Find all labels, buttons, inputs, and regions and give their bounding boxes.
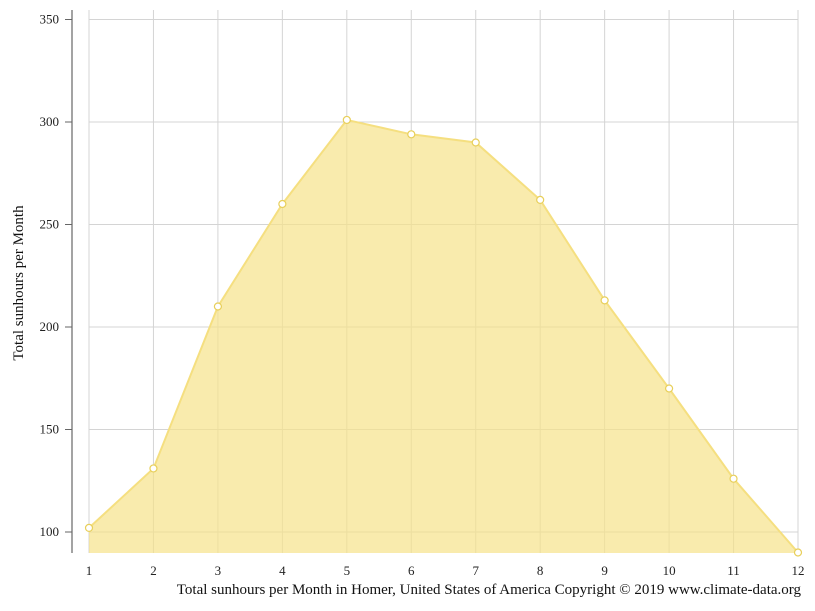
y-tick-label: 150: [40, 422, 60, 437]
y-tick-label: 300: [40, 114, 60, 129]
series-line: [88, 118, 799, 554]
data-point: [793, 548, 803, 557]
data-point: [664, 384, 674, 393]
data-point: [600, 296, 609, 305]
data-points: [84, 115, 803, 557]
x-tick-label: 9: [601, 563, 608, 578]
x-tick-label: 10: [663, 563, 676, 578]
x-tick-label: 2: [150, 563, 157, 578]
x-tick-label: 4: [279, 563, 286, 578]
y-tick-label: 250: [40, 217, 60, 232]
x-tick-label: 5: [344, 563, 351, 578]
data-point: [84, 523, 94, 533]
x-tick-label: 7: [472, 563, 479, 578]
x-tick-label: 12: [792, 563, 805, 578]
x-tick-label: 8: [537, 563, 544, 578]
data-point: [729, 474, 738, 483]
data-point: [471, 138, 480, 147]
data-point: [213, 302, 223, 311]
x-tick-label: 6: [408, 563, 415, 578]
data-point: [407, 130, 416, 139]
data-point: [342, 115, 351, 125]
y-tick-label: 100: [40, 524, 60, 539]
axes: [65, 10, 73, 553]
x-tick-label: 11: [727, 563, 740, 578]
x-tick-label: 3: [215, 563, 222, 578]
data-point: [278, 199, 287, 209]
x-tick-label: 1: [86, 563, 93, 578]
chart-caption: Total sunhours per Month in Homer, Unite…: [176, 582, 801, 598]
y-tick-label: 350: [40, 12, 60, 27]
data-point: [536, 195, 545, 204]
y-tick-label: 200: [40, 319, 60, 334]
y-axis-title: Total sunhours per Month: [11, 205, 27, 361]
area-fill: [89, 119, 798, 553]
data-point: [149, 464, 158, 473]
area-series: [88, 118, 799, 554]
